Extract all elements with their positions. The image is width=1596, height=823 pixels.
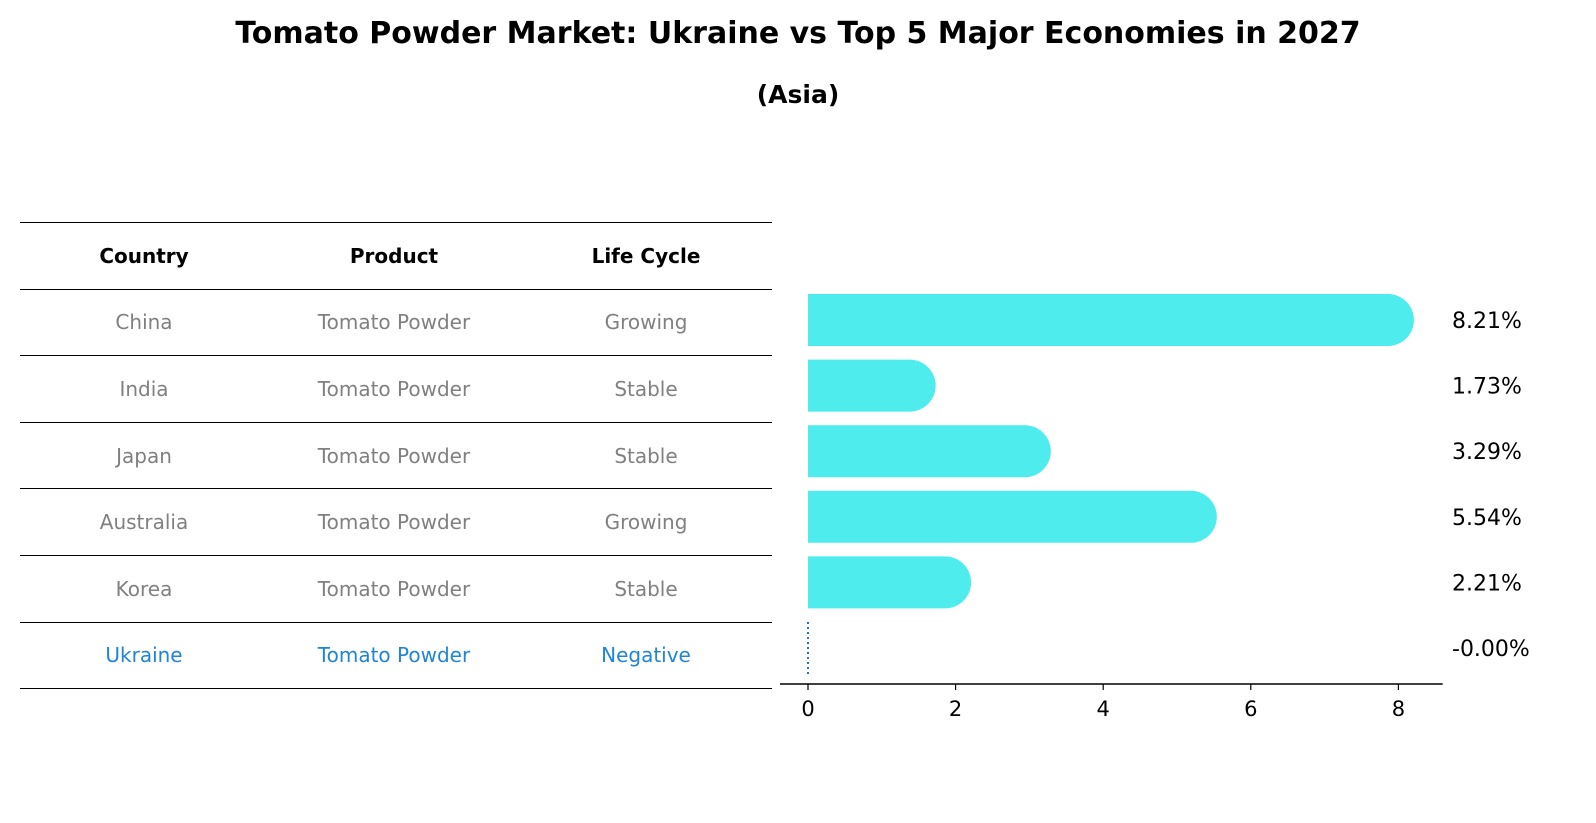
cell-life-cycle: Stable xyxy=(614,443,678,468)
x-tick-label: 2 xyxy=(949,697,962,721)
cell-product: Tomato Powder xyxy=(317,510,471,535)
header-country: Country xyxy=(99,243,189,268)
cell-life-cycle: Stable xyxy=(614,576,678,601)
cell-country: Japan xyxy=(116,443,172,468)
x-tick-label: 0 xyxy=(801,697,814,721)
cell-country: Australia xyxy=(99,510,189,535)
table-row: Korea Tomato Powder Stable xyxy=(20,554,772,622)
table-header-row: Country Product Life Cycle xyxy=(20,222,772,289)
data-label: 3.29% xyxy=(1452,440,1522,465)
cell-product: Tomato Powder xyxy=(317,576,471,601)
cell-country: China xyxy=(115,310,173,335)
bar xyxy=(808,294,1414,346)
cell-life-cycle: Negative xyxy=(601,643,691,668)
data-label: 8.21% xyxy=(1452,309,1522,334)
table-row-highlight: Ukraine Tomato Powder Negative xyxy=(20,621,772,690)
cell-life-cycle: Stable xyxy=(614,376,678,401)
header-product: Product xyxy=(349,243,439,268)
cell-product: Tomato Powder xyxy=(317,643,471,668)
table-row: India Tomato Powder Stable xyxy=(20,355,772,422)
cell-country: India xyxy=(119,376,169,401)
cell-country: Ukraine xyxy=(105,643,183,668)
x-tick-label: 4 xyxy=(1097,697,1110,721)
table-row: Australia Tomato Powder Growing xyxy=(20,488,772,555)
cell-life-cycle: Growing xyxy=(604,510,688,535)
cell-life-cycle: Growing xyxy=(604,310,688,335)
data-label: -0.00% xyxy=(1452,637,1530,662)
bar xyxy=(808,490,1217,543)
x-tick-label: 6 xyxy=(1244,697,1257,721)
bar xyxy=(808,425,1051,478)
table-row: China Tomato Powder Growing xyxy=(20,288,772,356)
bar xyxy=(808,359,936,412)
cell-product: Tomato Powder xyxy=(317,376,471,401)
cell-country: Korea xyxy=(115,576,173,601)
x-tick-label: 8 xyxy=(1392,697,1405,721)
data-table: Country Product Life Cycle China Tomato … xyxy=(20,222,772,690)
chart-subtitle: (Asia) xyxy=(756,80,840,109)
bar-chart: 8.21% 1.73% 3.29% 5.54% 2.21% -0.00% 0 2 4 6 8 xyxy=(780,294,1530,721)
bar xyxy=(808,556,972,609)
data-label: 5.54% xyxy=(1452,506,1522,531)
header-life-cycle: Life Cycle xyxy=(591,243,701,268)
cell-product: Tomato Powder xyxy=(317,443,471,468)
data-label: 2.21% xyxy=(1452,571,1522,596)
chart-title: Tomato Powder Market: Ukraine vs Top 5 M… xyxy=(235,16,1361,51)
data-label: 1.73% xyxy=(1452,375,1522,400)
cell-product: Tomato Powder xyxy=(317,310,471,335)
table-row: Japan Tomato Powder Stable xyxy=(20,421,772,489)
